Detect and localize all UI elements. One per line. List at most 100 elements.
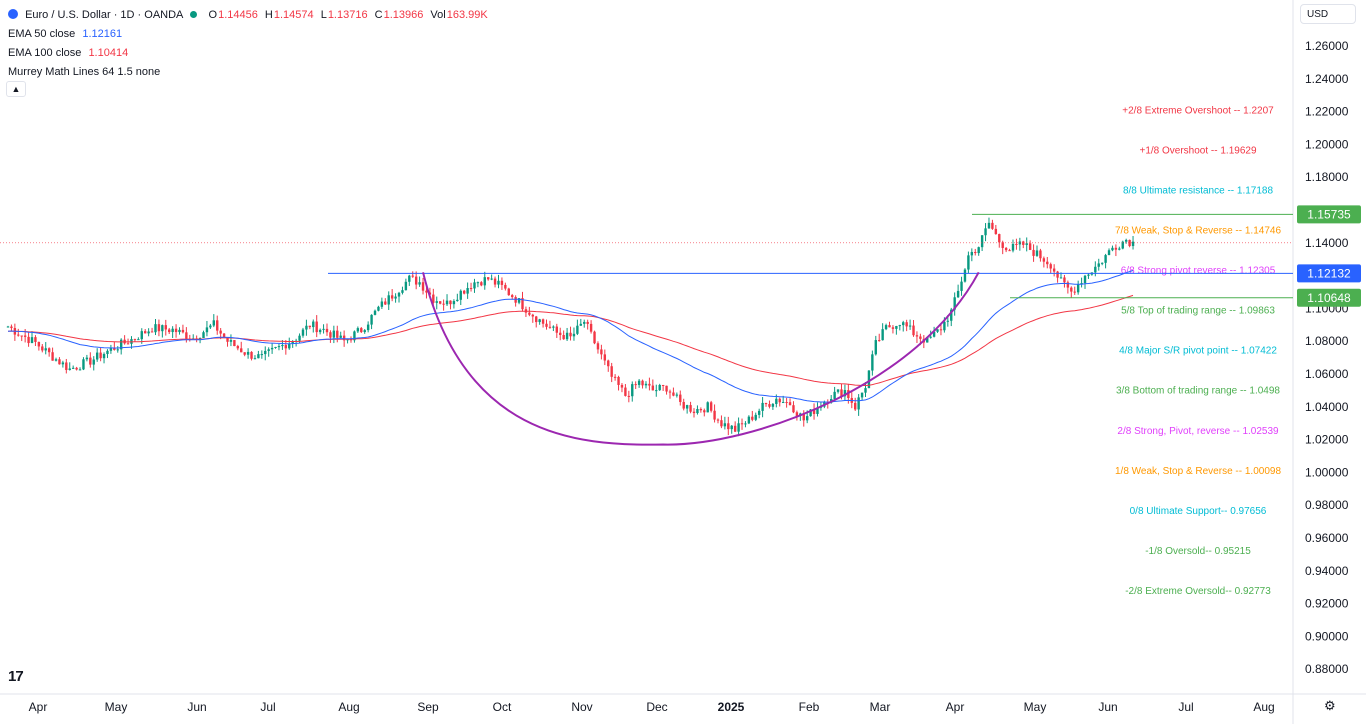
candle-body	[589, 323, 593, 332]
candle-body	[943, 321, 946, 331]
y-tick-label: 0.90000	[1305, 629, 1349, 643]
ema100-row[interactable]: EMA 100 close 1.10414	[8, 44, 492, 63]
candle-body	[805, 416, 809, 421]
candle-body	[329, 332, 332, 338]
murrey-line-label: 3/8 Bottom of trading range -- 1.0498	[1116, 386, 1280, 397]
high-label: H	[264, 9, 273, 21]
candle-body	[627, 395, 631, 397]
candle-body	[298, 335, 301, 341]
candle-body	[1111, 247, 1114, 251]
candle-body	[202, 332, 205, 338]
candle-body	[648, 383, 651, 386]
candle-body	[336, 330, 339, 338]
candle-body	[514, 297, 517, 303]
currency-button[interactable]: USD	[1300, 4, 1356, 24]
candle-body	[1118, 248, 1121, 250]
candle-body	[565, 332, 569, 340]
candle-body	[1032, 249, 1035, 256]
murrey-line-label: -1/8 Oversold-- 0.95215	[1145, 546, 1251, 557]
candle-body	[414, 276, 418, 285]
candle-body	[1131, 241, 1135, 247]
candle-body	[168, 329, 171, 333]
candle-body	[92, 359, 95, 365]
candle-body	[747, 416, 751, 424]
murrey-line-label: 8/8 Ultimate resistance -- 1.17188	[1123, 186, 1274, 197]
x-tick-label: Jul	[1178, 700, 1193, 714]
ema100-line	[7, 294, 1134, 386]
candle-body	[37, 341, 41, 347]
candle-body	[89, 357, 92, 365]
y-tick-label: 1.00000	[1305, 465, 1349, 479]
candle-body	[288, 343, 291, 349]
candle-body	[1094, 266, 1097, 273]
candle-body	[939, 329, 943, 331]
candle-body	[246, 351, 250, 355]
candle-body	[1052, 268, 1056, 272]
candle-body	[716, 419, 720, 421]
tradingview-logo-icon[interactable]: 17	[8, 668, 24, 685]
candle-body	[908, 325, 912, 327]
candle-body	[161, 325, 164, 332]
murrey-row[interactable]: Murrey Math Lines 64 1.5 none	[8, 63, 492, 82]
candle-body	[1070, 287, 1073, 292]
candle-body	[380, 301, 384, 307]
candle-body	[1004, 247, 1008, 251]
candle-body	[449, 300, 452, 305]
candle-body	[703, 410, 706, 413]
candle-body	[572, 333, 576, 337]
candle-body	[250, 351, 253, 359]
chevron-up-icon: ▲	[11, 84, 21, 94]
candle-body	[617, 376, 620, 385]
candle-body	[963, 269, 967, 282]
x-tick-label: Dec	[646, 700, 667, 714]
candle-body	[552, 326, 555, 328]
low-value: 1.13716	[327, 9, 368, 21]
ema50-value: 1.12161	[82, 28, 123, 40]
candle-body	[229, 340, 233, 342]
ema50-row[interactable]: EMA 50 close 1.12161	[8, 25, 492, 44]
candle-body	[665, 385, 668, 392]
murrey-line-label: 6/8 Strong pivot reverse -- 1.12305	[1121, 266, 1276, 277]
candle-body	[1001, 242, 1004, 248]
candle-body	[620, 384, 624, 388]
candle-body	[438, 301, 442, 304]
y-tick-label: 1.26000	[1305, 39, 1349, 53]
candle-body	[603, 354, 607, 361]
y-tick-label: 1.02000	[1305, 433, 1349, 447]
symbol-row: Euro / U.S. Dollar · 1D · OANDA O1.14456…	[8, 6, 492, 25]
gear-icon[interactable]: ⚙	[1324, 698, 1336, 713]
y-tick-label: 0.98000	[1305, 498, 1349, 512]
candle-body	[685, 405, 689, 409]
candle-body	[1083, 275, 1087, 284]
candle-body	[1097, 263, 1100, 267]
candle-body	[644, 383, 648, 386]
candle-body	[1015, 243, 1018, 245]
candle-body	[342, 335, 346, 341]
candle-body	[953, 297, 956, 310]
candle-body	[401, 290, 404, 293]
candle-body	[236, 346, 240, 349]
candle-body	[541, 319, 545, 324]
candle-body	[764, 402, 768, 405]
candle-body	[349, 339, 353, 341]
symbol-title[interactable]: Euro / U.S. Dollar · 1D · OANDA	[25, 9, 184, 21]
candle-body	[418, 282, 421, 285]
candle-body	[164, 325, 167, 330]
y-tick-label: 0.96000	[1305, 531, 1349, 545]
candle-body	[264, 350, 267, 355]
candle-body	[291, 341, 294, 344]
candle-body	[586, 321, 589, 324]
y-tick-label: 1.08000	[1305, 334, 1349, 348]
candle-body	[487, 277, 490, 280]
candle-body	[781, 402, 785, 404]
x-tick-label: Nov	[571, 700, 592, 714]
candle-body	[641, 380, 644, 386]
candle-body	[768, 404, 771, 407]
candle-body	[476, 282, 480, 284]
candle-body	[692, 411, 696, 414]
murrey-label: Murrey Math Lines 64 1.5 none	[8, 66, 161, 78]
x-tick-label: Aug	[1253, 700, 1274, 714]
collapse-legend-button[interactable]: ▲	[6, 81, 26, 97]
candle-body	[490, 278, 493, 280]
